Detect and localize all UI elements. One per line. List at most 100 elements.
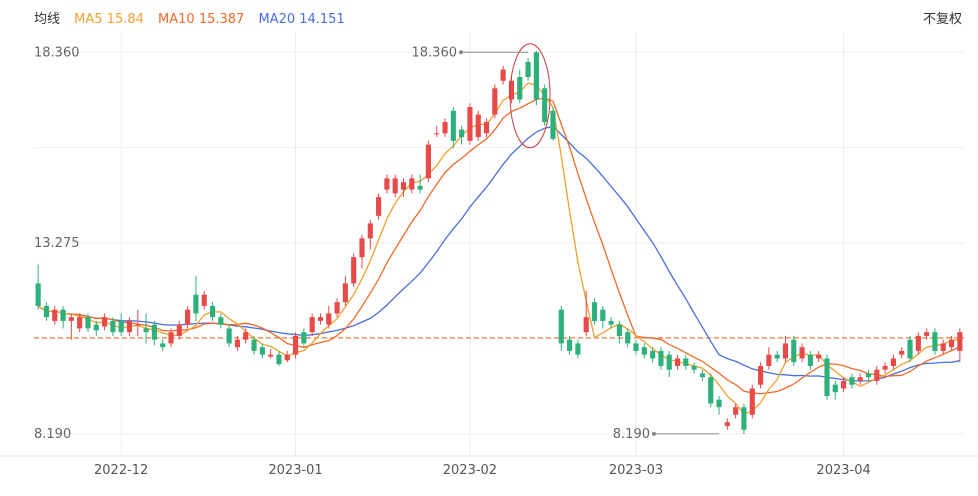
candle-body	[459, 129, 465, 138]
candle-body	[60, 309, 66, 321]
candle	[674, 354, 681, 370]
candle-body	[658, 350, 664, 366]
candle	[733, 403, 739, 419]
candle	[608, 317, 614, 329]
candle-body	[351, 257, 357, 284]
candle-body	[932, 332, 938, 351]
candle	[425, 140, 431, 183]
candle	[218, 313, 224, 329]
candle	[209, 302, 216, 321]
candle-body	[126, 320, 133, 333]
candle-body	[492, 88, 498, 115]
x-tick-label: 2023-04	[816, 463, 870, 478]
candle-body	[915, 335, 921, 351]
candle-body	[699, 373, 706, 378]
candle	[226, 324, 232, 348]
candle	[500, 65, 506, 85]
candle	[666, 350, 672, 378]
ma5-line	[37, 82, 960, 415]
candle-body	[168, 332, 174, 344]
candle	[342, 275, 348, 306]
candle-body	[35, 283, 41, 306]
candle	[874, 365, 880, 385]
candle-body	[874, 369, 880, 381]
candle	[832, 380, 838, 400]
candle	[716, 395, 722, 415]
candle	[533, 50, 539, 106]
candle-body	[558, 309, 564, 344]
candle	[102, 313, 108, 331]
candle	[417, 174, 423, 194]
candle	[367, 219, 373, 250]
candle	[52, 305, 58, 325]
candle	[201, 290, 207, 310]
candle-body	[483, 122, 490, 134]
candle	[625, 328, 631, 348]
candle	[151, 320, 157, 346]
candle	[508, 77, 515, 104]
candle	[450, 107, 456, 149]
candle	[940, 339, 946, 355]
adjust-toggle[interactable]: 不复权	[922, 12, 962, 27]
candle	[434, 125, 440, 138]
candle-body	[799, 347, 805, 359]
candle	[193, 275, 199, 321]
candle	[276, 350, 282, 366]
candle	[749, 384, 755, 419]
candle	[741, 403, 747, 434]
candle	[857, 373, 863, 385]
candle-body	[376, 197, 382, 216]
candle	[459, 125, 465, 145]
candle-body	[841, 380, 847, 389]
candle-body	[857, 377, 863, 381]
candle-body	[600, 309, 606, 321]
candle-body	[209, 305, 216, 318]
candle	[284, 350, 290, 363]
candle-body	[550, 110, 556, 139]
ma10-label: MA10 15.387	[158, 12, 245, 27]
candle-body	[77, 317, 83, 329]
legend-title: 均线	[34, 12, 61, 27]
candle-body	[102, 317, 108, 327]
candle	[882, 362, 888, 374]
candle	[268, 349, 274, 359]
candle-body	[43, 305, 50, 318]
candle	[359, 234, 365, 269]
y-tick-label: 13.275	[34, 236, 80, 251]
candle-body	[724, 422, 730, 426]
candle-body	[940, 343, 946, 351]
candle	[575, 339, 581, 359]
ma20-line	[37, 125, 960, 382]
candle-body	[641, 347, 647, 355]
candle-body	[774, 354, 780, 359]
candle-body	[160, 343, 166, 348]
candle	[799, 343, 805, 363]
candle-body	[508, 80, 515, 100]
candle-body	[924, 332, 930, 336]
candle-body	[450, 110, 456, 141]
candle-body	[467, 107, 473, 141]
candle	[176, 320, 182, 340]
candle-body	[193, 294, 199, 314]
candle-body	[475, 114, 481, 138]
candle-body	[542, 88, 548, 123]
candle	[757, 362, 764, 389]
candle-body	[392, 178, 398, 194]
candle-body	[243, 332, 249, 340]
candle	[483, 118, 490, 138]
candle	[583, 290, 589, 336]
candle-body	[434, 133, 440, 135]
candle-body	[110, 320, 116, 333]
candle-body	[575, 343, 581, 355]
candle-body	[782, 343, 789, 359]
candle-body	[309, 317, 315, 333]
candle-body	[93, 324, 99, 331]
max-price-label: 18.360	[412, 45, 458, 60]
candle-body	[517, 77, 523, 100]
candle-body	[608, 320, 614, 325]
candle	[160, 339, 166, 351]
candle-body	[741, 407, 747, 430]
candle	[492, 84, 498, 119]
candle-body	[865, 373, 872, 378]
candle-body	[226, 328, 232, 344]
